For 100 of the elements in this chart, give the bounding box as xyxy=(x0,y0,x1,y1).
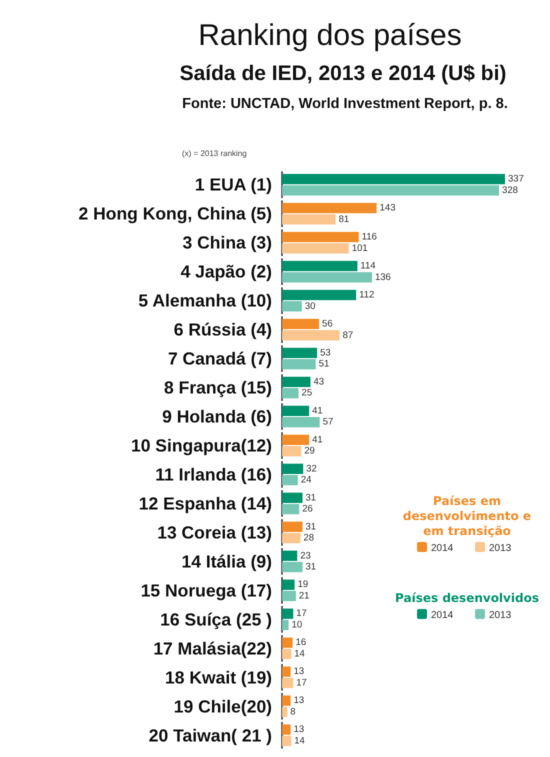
bar xyxy=(282,232,359,242)
bar xyxy=(282,724,291,735)
data-label: 8 xyxy=(290,706,296,718)
bar xyxy=(282,608,294,619)
legend-label: 2014 xyxy=(431,543,454,554)
bar xyxy=(282,736,292,746)
annotation: Países em desenvolvimento e em transição xyxy=(402,494,532,538)
data-label: 337 xyxy=(508,174,524,185)
data-label: 19 xyxy=(298,579,308,590)
data-label: 13 xyxy=(294,666,304,678)
bar xyxy=(282,550,298,561)
data-label: 14 xyxy=(294,648,305,660)
y-tick-label: 6 Rússia (4) xyxy=(174,320,272,340)
data-label: 24 xyxy=(300,474,312,486)
data-label: 30 xyxy=(304,300,316,312)
data-label: 17 xyxy=(296,608,307,620)
y-tick-label: 5 Alemanha (10) xyxy=(138,290,272,311)
bar xyxy=(282,666,291,677)
bar xyxy=(282,492,303,503)
bar xyxy=(282,695,291,706)
data-label: 57 xyxy=(322,416,334,428)
data-label: 136 xyxy=(374,272,391,283)
bar xyxy=(282,185,500,196)
bar xyxy=(282,434,310,446)
y-tick-label: 14 Itália (9) xyxy=(182,551,272,572)
y-tick-label: 15 Noruega (17) xyxy=(140,580,272,600)
bar xyxy=(282,446,302,456)
bar xyxy=(282,330,340,340)
bar xyxy=(282,214,336,225)
y-tick-label: 7 Canadá (7) xyxy=(168,348,272,369)
bar xyxy=(282,272,372,282)
bar xyxy=(282,406,310,416)
y-tick-label: 12 Espanha (14) xyxy=(138,493,272,514)
bar xyxy=(282,388,299,398)
y-tick-label: 18 Kwait (19) xyxy=(165,667,272,688)
legend-label: 2013 xyxy=(489,610,512,621)
bar xyxy=(282,318,320,330)
data-label: 116 xyxy=(362,232,377,243)
data-label: 14 xyxy=(294,735,305,746)
data-label: 143 xyxy=(380,202,396,214)
chart-subtitle: Saída de IED, 2013 e 2014 (U$ bi) xyxy=(180,62,506,85)
y-tick-label: 2 Hong Kong, China (5) xyxy=(78,204,272,224)
data-label: 28 xyxy=(304,532,314,544)
bar xyxy=(282,522,303,532)
data-label: 328 xyxy=(502,184,518,196)
y-tick-label: 20 Taiwan( 21 ) xyxy=(148,725,272,746)
data-label: 23 xyxy=(300,550,311,562)
source-note: Fonte: UNCTAD, World Investment Report, p. 8. xyxy=(182,96,508,112)
data-label: 101 xyxy=(352,242,368,254)
bar xyxy=(282,678,294,688)
data-label: 10 xyxy=(292,620,302,631)
data-label: 13 xyxy=(294,724,304,736)
y-tick-label: 9 Holanda (6) xyxy=(162,406,272,427)
chart-title: Ranking dos países xyxy=(198,19,462,52)
data-label: 31 xyxy=(306,562,316,573)
bar xyxy=(282,174,505,184)
bar xyxy=(282,706,288,718)
y-tick-label: 11 Irlanda (16) xyxy=(155,464,272,484)
bar xyxy=(282,532,301,544)
bar xyxy=(282,464,304,474)
data-label: 43 xyxy=(313,376,324,388)
data-label: 29 xyxy=(304,446,315,457)
data-label: 16 xyxy=(296,637,306,648)
data-label: 53 xyxy=(320,347,331,358)
data-label: 32 xyxy=(306,463,317,474)
data-label: 56 xyxy=(322,318,333,330)
data-label: 114 xyxy=(360,260,376,272)
data-label: 25 xyxy=(302,388,312,399)
bar xyxy=(282,638,293,648)
data-label: 13 xyxy=(294,695,304,706)
data-label: 51 xyxy=(318,358,330,370)
data-label: 26 xyxy=(302,504,313,515)
data-label: 17 xyxy=(296,677,307,688)
bar xyxy=(282,348,318,358)
text: (x) = 2013 ranking xyxy=(182,149,247,158)
data-label: 112 xyxy=(359,289,374,300)
bar xyxy=(282,580,295,590)
data-label: 41 xyxy=(312,405,323,416)
bar xyxy=(282,562,303,572)
bar xyxy=(282,359,316,370)
y-tick-label: 13 Coreia (13) xyxy=(157,522,272,542)
legend-label: 2014 xyxy=(431,610,454,621)
bar xyxy=(282,417,320,428)
y-tick-label: 17 Malásia(22) xyxy=(153,638,272,658)
bar xyxy=(282,290,356,300)
bar xyxy=(282,260,358,272)
bar xyxy=(282,301,302,312)
data-label: 87 xyxy=(342,330,354,341)
annotation: Países desenvolvidos xyxy=(395,591,539,605)
bar xyxy=(282,504,300,514)
bar xyxy=(282,243,349,254)
data-label: 81 xyxy=(338,214,350,225)
data-label: 31 xyxy=(306,521,316,532)
bar xyxy=(282,202,377,214)
y-tick-label: 19 Chile(20) xyxy=(174,696,272,716)
bar xyxy=(282,474,298,486)
data-label: 41 xyxy=(312,434,323,446)
bar xyxy=(282,376,310,388)
data-label: 21 xyxy=(298,590,310,602)
data-label: 31 xyxy=(306,492,316,504)
